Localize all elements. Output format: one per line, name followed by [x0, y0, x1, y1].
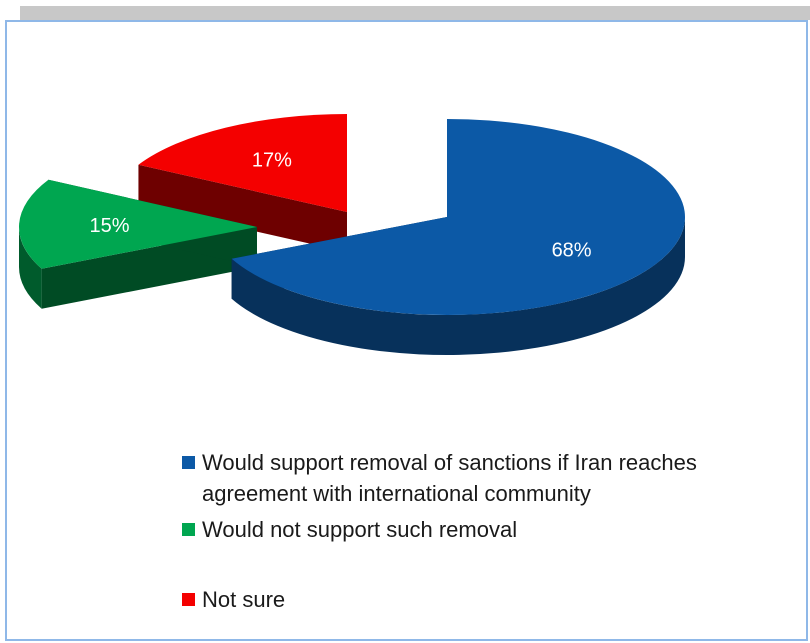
pie-slice-support [231, 119, 686, 356]
legend-item-support: Would support removal of sanctions if Ir… [182, 447, 762, 509]
legend-swatch-not-support [182, 523, 195, 536]
pie-slice-not-sure [138, 114, 347, 252]
legend-swatch-not-sure [182, 593, 195, 606]
data-label-not-sure: 17% [252, 150, 292, 172]
legend-swatch-support [182, 456, 195, 469]
data-label-not-support: 15% [89, 215, 129, 237]
legend-item-not-sure: Not sure [182, 584, 762, 615]
legend-label-not-support: Would not support such removal [202, 517, 518, 542]
legend-label-support: Would support removal of sanctions if Ir… [202, 450, 697, 506]
legend-item-not-support: Would not support such removal [182, 514, 762, 545]
chart-frame: 17% 15% 68% Would support removal of sanct… [5, 20, 808, 641]
frame-shadow [20, 6, 810, 20]
legend-label-not-sure: Not sure [202, 587, 286, 612]
pie-slice-not-support [18, 179, 258, 309]
pie-chart: 17% 15% 68% [18, 114, 686, 356]
data-label-support: 68% [552, 240, 592, 262]
